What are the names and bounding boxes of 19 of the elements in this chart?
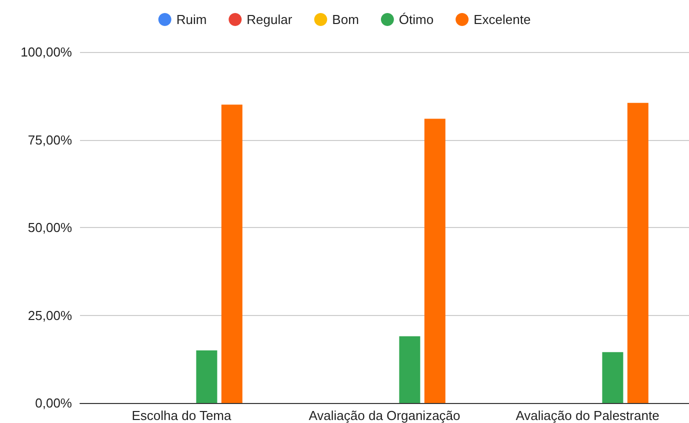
x-tick-label: Avaliação do Palestrante [516, 408, 660, 423]
bar [399, 336, 420, 403]
bar [196, 350, 218, 403]
y-tick-label: 50,00% [28, 220, 72, 235]
bar [424, 118, 446, 403]
legend-label: Bom [332, 12, 359, 27]
legend-label: Ótimo [398, 12, 434, 27]
legend-label: Regular [246, 12, 293, 27]
x-tick-label: Escolha do Tema [132, 408, 232, 423]
bar [627, 102, 648, 403]
y-tick-label: 100,00% [20, 44, 72, 60]
y-tick-label: 0,00% [35, 396, 72, 410]
legend-label: Ruim [176, 12, 207, 27]
y-tick-label: 25,00% [28, 308, 72, 323]
y-tick-label: 75,00% [28, 132, 72, 148]
bar [221, 104, 242, 403]
x-tick-label: Avaliação da Organização [308, 408, 460, 423]
legend-label: Excelente [474, 12, 531, 27]
bar [602, 352, 624, 403]
